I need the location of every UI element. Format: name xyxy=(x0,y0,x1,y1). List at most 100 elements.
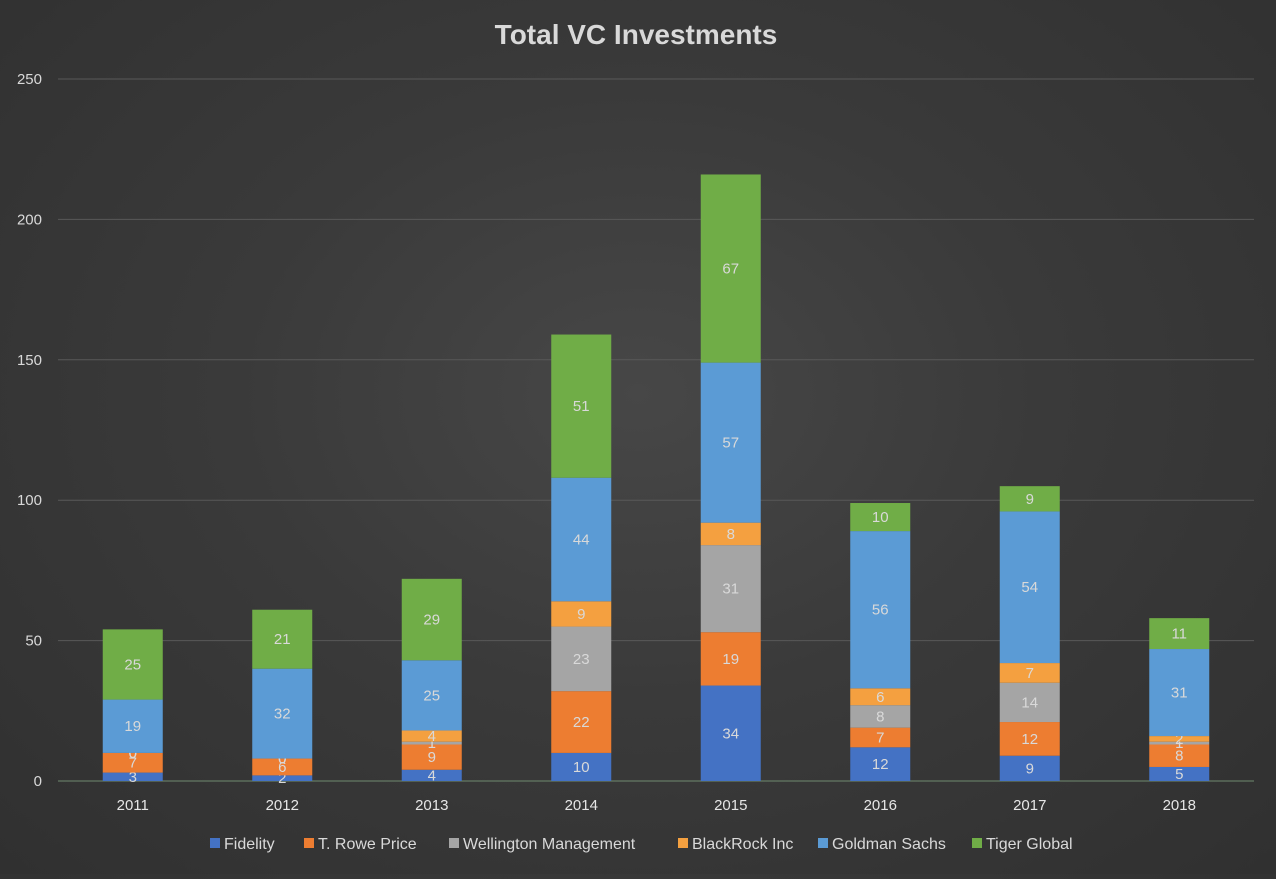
bar-segment xyxy=(700,362,761,523)
data-label: 9 xyxy=(577,606,585,623)
x-tick-label: 2018 xyxy=(1163,797,1196,814)
y-tick-label: 200 xyxy=(17,211,42,228)
data-label: 7 xyxy=(876,729,884,746)
bar-segment xyxy=(700,174,761,363)
bar-segment xyxy=(551,601,612,627)
bar-segment xyxy=(999,486,1060,512)
x-tick-label: 2017 xyxy=(1013,797,1046,814)
bar-segment xyxy=(850,688,911,706)
bar-segment xyxy=(401,744,462,770)
y-tick-label: 150 xyxy=(17,352,42,369)
data-label: 9 xyxy=(428,749,436,766)
data-label: 0 xyxy=(129,745,137,762)
data-label: 25 xyxy=(124,656,141,673)
data-label: 8 xyxy=(1175,748,1183,765)
x-tick-label: 2014 xyxy=(565,797,598,814)
bar-segment xyxy=(401,660,462,731)
bar-segment xyxy=(401,730,462,742)
bar-segment xyxy=(999,663,1060,683)
bar-segment xyxy=(1149,741,1210,745)
data-label: 7 xyxy=(1026,665,1034,682)
data-label: 44 xyxy=(573,532,590,549)
bar-segment xyxy=(700,632,761,686)
data-label: 34 xyxy=(722,725,739,742)
x-tick-label: 2016 xyxy=(864,797,897,814)
bar-segment xyxy=(700,685,761,781)
bar-segment xyxy=(252,775,313,781)
legend-swatch xyxy=(449,838,459,848)
bar-segment xyxy=(252,668,313,759)
data-label: 67 xyxy=(722,261,739,278)
legend: Fidelity T. Rowe Price Wellington Manageme… xyxy=(210,836,1073,853)
legend-item: Wellington Management xyxy=(463,836,636,853)
data-label: 3 xyxy=(129,769,137,786)
x-tick-label: 2012 xyxy=(266,797,299,814)
gridlines xyxy=(58,78,1254,782)
legend-item: Goldman Sachs xyxy=(832,836,946,853)
data-label: 12 xyxy=(872,756,889,773)
legend-item: Fidelity xyxy=(224,836,275,853)
y-tick-label: 100 xyxy=(17,492,42,509)
legend-swatch xyxy=(818,838,828,848)
data-label: 6 xyxy=(876,689,884,706)
x-tick-label: 2011 xyxy=(117,797,149,814)
legend-swatch xyxy=(678,838,688,848)
bar-segment xyxy=(551,691,612,753)
data-label: 19 xyxy=(124,718,141,735)
bar-segment xyxy=(850,531,911,689)
bar-segment xyxy=(401,741,462,745)
data-label: 21 xyxy=(274,631,291,648)
data-label: 2 xyxy=(278,770,286,787)
y-tick-label: 50 xyxy=(25,633,42,650)
data-label: 0 xyxy=(129,745,137,762)
data-label: 2 xyxy=(1175,731,1183,748)
x-tick-label: 2015 xyxy=(714,797,747,814)
data-label: 51 xyxy=(573,398,590,415)
data-label: 6 xyxy=(278,759,286,776)
bar-segment xyxy=(1149,744,1210,767)
y-tick-label: 0 xyxy=(34,773,42,790)
bar-segment xyxy=(1149,736,1210,742)
data-label: 22 xyxy=(573,714,590,731)
bar-segment xyxy=(1149,618,1210,650)
data-label: 1 xyxy=(428,735,436,752)
bar-segment xyxy=(850,705,911,728)
data-label: 8 xyxy=(876,708,884,725)
data-label: 9 xyxy=(1026,760,1034,777)
y-tick-label: 250 xyxy=(17,71,42,88)
data-label: 5 xyxy=(1175,766,1183,783)
legend-item: T. Rowe Price xyxy=(318,836,417,853)
data-label: 10 xyxy=(872,509,889,526)
bar-segment xyxy=(999,682,1060,723)
data-label: 31 xyxy=(1171,685,1188,702)
bar-segment xyxy=(252,758,313,776)
data-label: 8 xyxy=(727,526,735,543)
data-label: 23 xyxy=(573,651,590,668)
data-label: 9 xyxy=(1026,491,1034,508)
data-label: 57 xyxy=(722,435,739,452)
x-axis: 2011 2012 2013 2014 2015 2016 2017 2018 xyxy=(117,797,1196,814)
x-tick-label: 2013 xyxy=(415,797,448,814)
bar-segment xyxy=(551,626,612,692)
bar-segment xyxy=(551,752,612,781)
bar-segment xyxy=(401,578,462,661)
bar-segment xyxy=(102,699,163,753)
bar-segment xyxy=(102,772,163,781)
bar-segment xyxy=(551,334,612,478)
data-label: 7 xyxy=(129,755,137,772)
data-label: 11 xyxy=(1171,626,1187,643)
data-label: 4 xyxy=(428,728,436,745)
legend-swatch xyxy=(304,838,314,848)
bar-segment xyxy=(850,727,911,748)
bar-segment xyxy=(1149,766,1210,781)
bar-segment xyxy=(999,511,1060,664)
bar-segment xyxy=(102,629,163,700)
data-label: 0 xyxy=(278,751,286,768)
bar-segment xyxy=(102,752,163,773)
bars: 3700192526003221491425291022239445134193… xyxy=(102,174,1210,787)
bar-segment xyxy=(850,747,911,781)
bar-segment xyxy=(551,477,612,602)
data-label: 0 xyxy=(278,751,286,768)
chart-title: Total VC Investments xyxy=(495,19,778,50)
